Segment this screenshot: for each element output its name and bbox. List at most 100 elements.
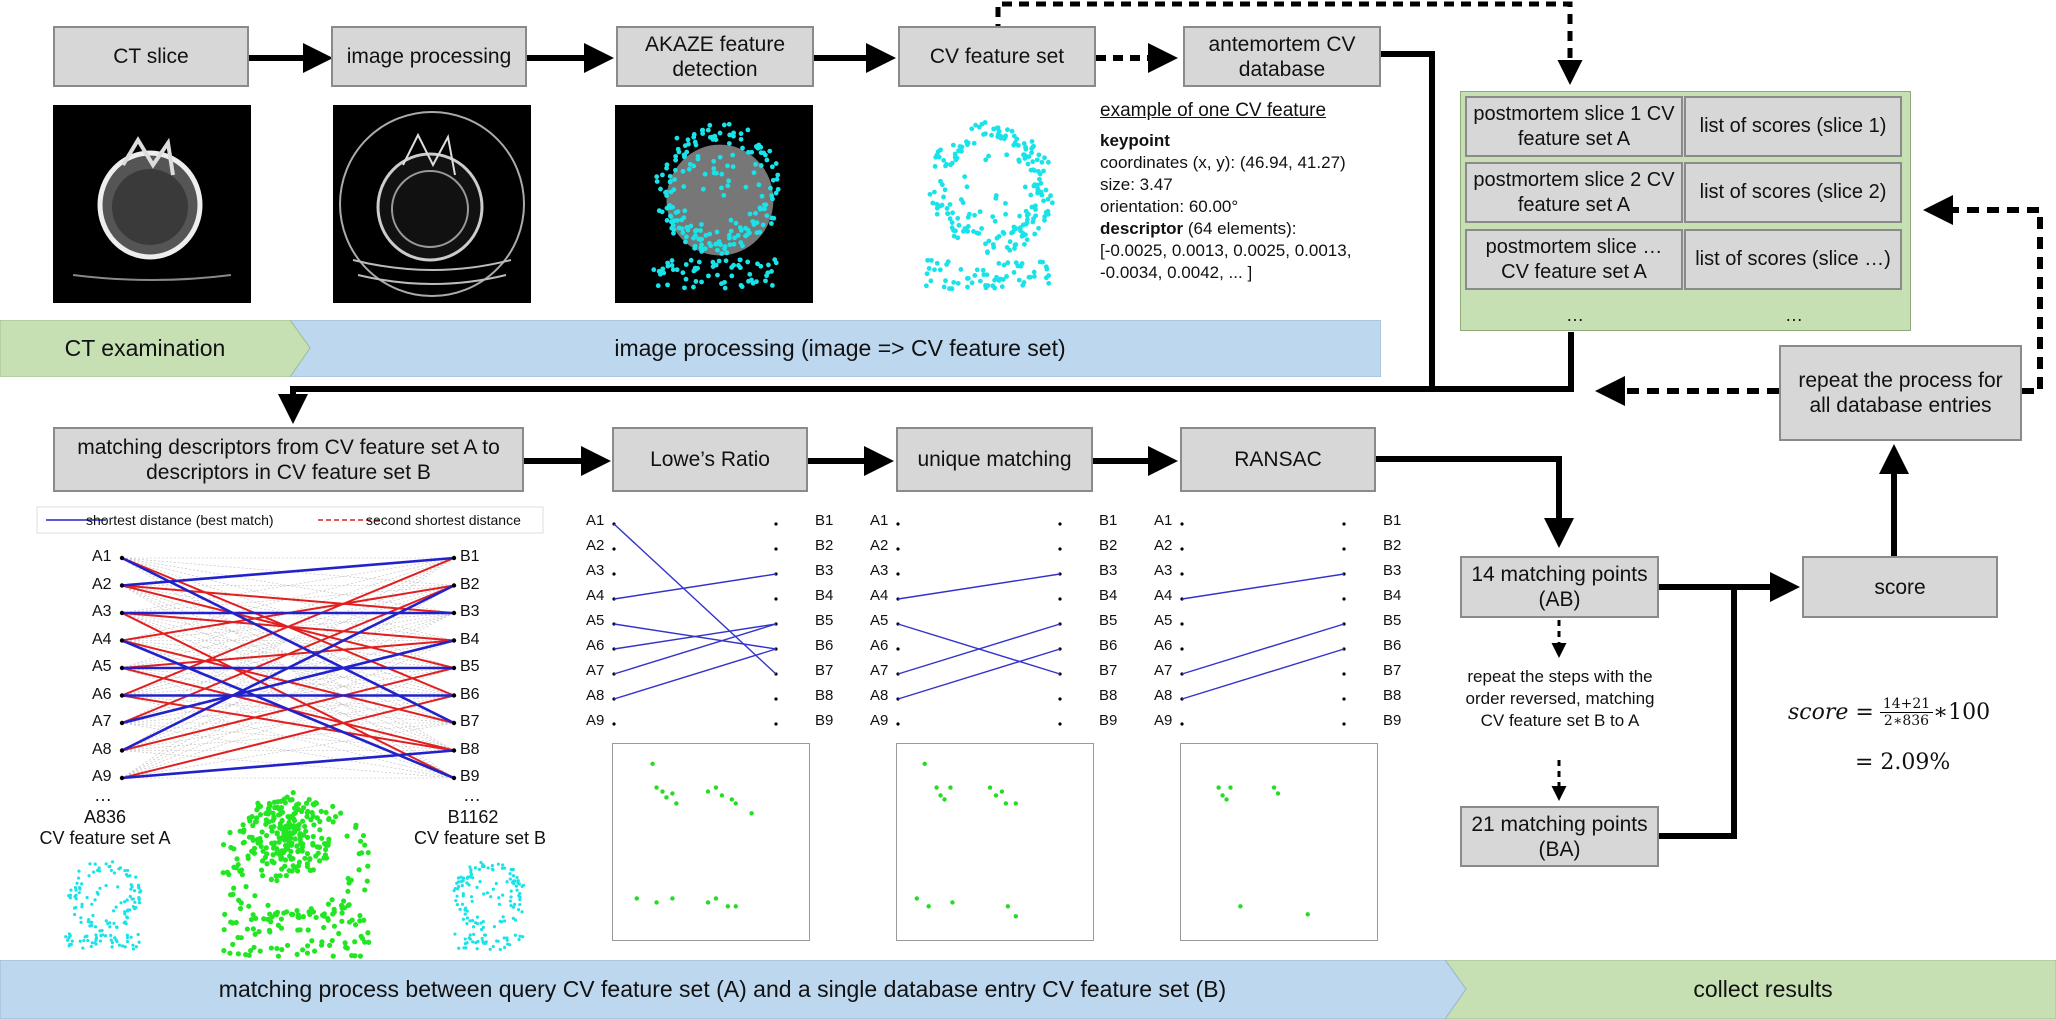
cyan-point (675, 218, 680, 223)
cyan-point (479, 860, 483, 865)
cyan-point (471, 925, 476, 929)
cyan-point (498, 947, 502, 952)
point-b7 (1342, 672, 1346, 676)
green-point (357, 918, 363, 924)
green-point (349, 917, 355, 923)
a-label-7: A7 (1154, 662, 1173, 679)
cyan-point (1023, 208, 1029, 214)
cyan-point (710, 259, 716, 265)
cyan-point (1023, 146, 1029, 152)
green-point (330, 911, 336, 917)
cyan-point (471, 940, 475, 944)
cyan-point (708, 243, 714, 249)
green-point (269, 859, 276, 865)
cyan-point (965, 140, 971, 146)
antemortem-cv-database-box: antemortem CV database (1183, 26, 1381, 87)
cyan-point (675, 146, 681, 152)
cyan-point (468, 919, 472, 923)
cyan-point (695, 156, 701, 162)
green-point (336, 930, 342, 937)
cyan-point (931, 189, 937, 195)
cyan-point (1046, 159, 1051, 165)
cyan-point (508, 899, 513, 903)
cyan-point (1028, 167, 1034, 173)
cyan-point (671, 187, 677, 193)
cyan-point (758, 150, 764, 156)
cyan-point (460, 902, 465, 906)
cyan-point (928, 278, 934, 284)
cyan-point (746, 278, 751, 284)
green-point (277, 873, 283, 879)
matched-green-point (950, 900, 955, 905)
green-point (300, 805, 307, 811)
cyan-point (740, 145, 745, 151)
green-point (220, 842, 227, 848)
cyan-point (476, 939, 480, 944)
a-label-2: A2 (586, 537, 605, 554)
b-label-7: B7 (460, 713, 480, 730)
green-point (352, 939, 358, 945)
cyan-point (126, 908, 130, 912)
cyan-point (926, 266, 932, 271)
matched-green-point (1005, 904, 1011, 909)
green-point (304, 950, 311, 956)
all-pair-point-a7 (119, 720, 125, 726)
green-point (231, 864, 237, 870)
cyan-point (699, 248, 705, 254)
point-b2 (1342, 547, 1346, 551)
green-point (274, 831, 280, 837)
cyan-point (955, 280, 961, 286)
cyan-point (991, 126, 997, 132)
cyan-point (93, 898, 97, 902)
cyan-point (1023, 232, 1028, 238)
scores-slice-1-box: list of scores (slice 1) (1684, 96, 1902, 157)
cyan-point (485, 891, 489, 895)
cyan-point (109, 938, 113, 942)
cyan-point (715, 247, 720, 253)
b-label-2: B2 (815, 537, 834, 554)
point-b8 (774, 697, 778, 701)
matched-green-point (926, 904, 931, 909)
set-b-feature-points (452, 860, 526, 952)
matched-green-point (719, 793, 725, 798)
cyan-point (953, 228, 958, 234)
point-a2 (612, 547, 616, 551)
all-pair-point-a4 (119, 638, 125, 643)
cyan-point (934, 260, 940, 266)
green-point (227, 950, 233, 956)
cyan-point (932, 267, 937, 273)
cyan-point (764, 157, 770, 163)
cyan-point (119, 901, 123, 905)
ransac-result-image (1180, 743, 1378, 941)
cyan-point (943, 163, 948, 169)
matched-green-point (729, 797, 734, 802)
green-point (313, 914, 319, 921)
b-label-5: B5 (815, 612, 834, 629)
cyan-point (110, 860, 115, 864)
green-point (227, 892, 234, 898)
cyan-point (88, 862, 92, 866)
cyan-point (949, 160, 955, 166)
cyan-point (505, 938, 509, 942)
cyan-point (702, 171, 708, 177)
green-point (309, 938, 315, 944)
cyan-point (461, 894, 465, 898)
all-pair-line (121, 695, 455, 724)
cyan-point (942, 187, 948, 193)
matched-green-point (1275, 791, 1281, 796)
cyan-point (470, 919, 475, 923)
cyan-point (669, 262, 675, 268)
legend-border (36, 506, 544, 534)
cyan-point (950, 142, 956, 148)
cyan-point (123, 945, 127, 949)
cyan-point (509, 889, 513, 893)
cyan-point (992, 218, 998, 224)
a-label-8: A8 (586, 687, 605, 704)
green-point (302, 823, 308, 830)
unique-match-plot (896, 522, 1062, 726)
matched-green-point (993, 793, 999, 798)
cyan-point (730, 164, 736, 170)
formula-numerator: 14+21 (1879, 696, 1934, 713)
cyan-point (758, 163, 764, 168)
cyan-point (501, 915, 505, 919)
